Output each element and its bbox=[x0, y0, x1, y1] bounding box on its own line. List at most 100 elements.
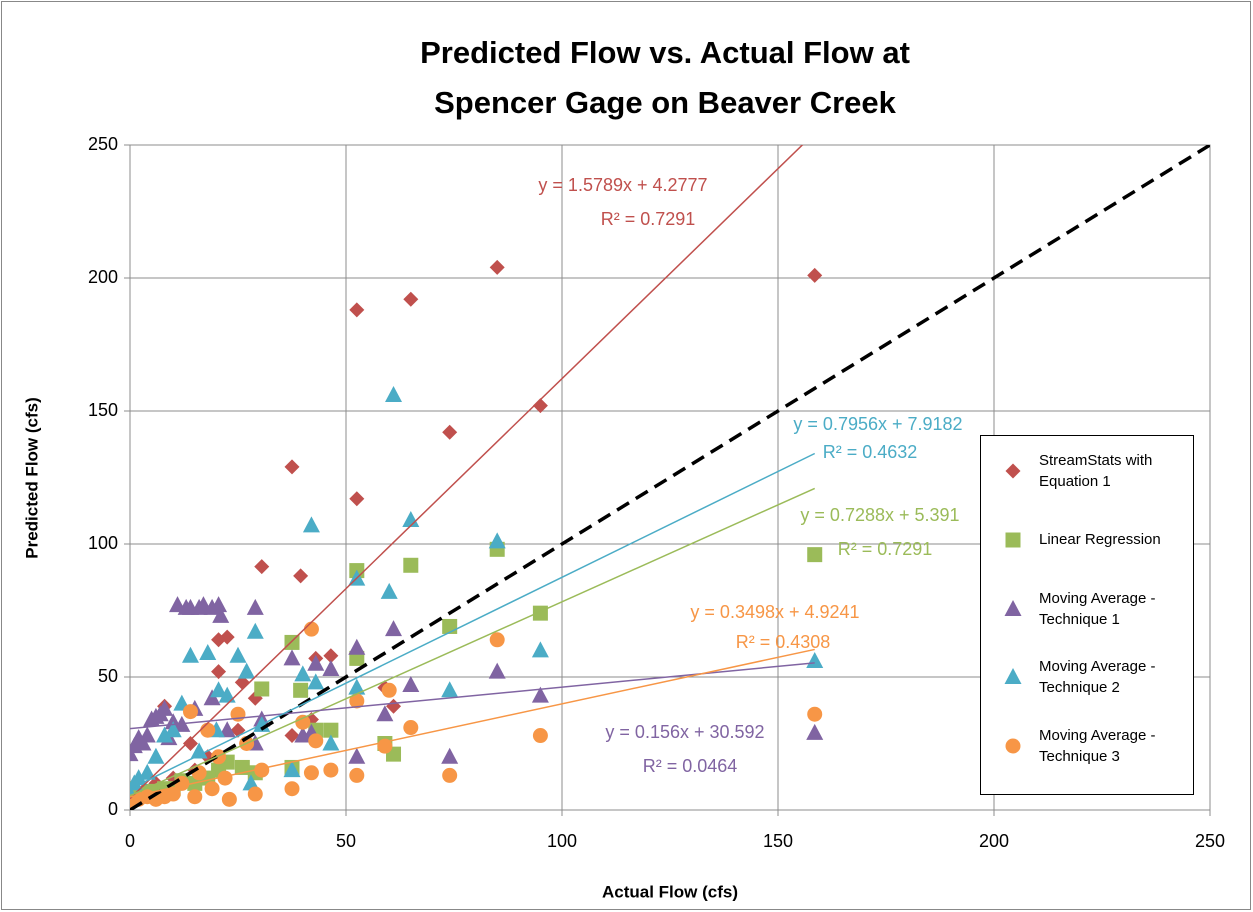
triangle-marker bbox=[402, 511, 420, 528]
legend-marker bbox=[1005, 463, 1021, 479]
triangle-marker bbox=[307, 654, 325, 671]
trendline-r-squared: R² = 0.0464 bbox=[643, 756, 738, 776]
triangle-marker bbox=[531, 686, 549, 703]
circle-marker bbox=[247, 786, 263, 802]
diamond-marker bbox=[532, 398, 548, 414]
circle-marker bbox=[489, 632, 505, 648]
triangle-marker bbox=[294, 665, 312, 682]
trendline-equation: y = 0.7288x + 5.391 bbox=[800, 505, 959, 525]
diamond-marker bbox=[403, 291, 419, 307]
y-tick-label: 0 bbox=[108, 799, 118, 819]
circle-marker bbox=[1005, 738, 1021, 754]
triangle-marker bbox=[348, 638, 366, 655]
trendline-r-squared: R² = 0.7291 bbox=[601, 209, 696, 229]
triangle-marker bbox=[238, 662, 256, 679]
triangle-marker bbox=[130, 737, 143, 754]
circle-marker bbox=[284, 781, 300, 797]
triangle-marker bbox=[307, 673, 325, 690]
circle-marker bbox=[807, 706, 823, 722]
trendline bbox=[130, 145, 804, 800]
trendline bbox=[130, 452, 816, 790]
triangle-marker bbox=[130, 745, 139, 762]
triangle-marker bbox=[488, 662, 506, 679]
circle-marker bbox=[187, 789, 203, 805]
diamond-marker bbox=[489, 259, 505, 275]
diamond-marker bbox=[323, 648, 339, 664]
triangle-marker bbox=[294, 726, 312, 743]
diamond-marker bbox=[807, 267, 823, 283]
triangle-marker bbox=[283, 649, 301, 666]
triangle-marker bbox=[147, 747, 165, 764]
legend-item: StreamStats with Equation 1 bbox=[981, 448, 1193, 494]
triangle-marker bbox=[1004, 599, 1022, 616]
diamond-marker bbox=[284, 459, 300, 475]
square-marker bbox=[284, 634, 300, 650]
triangle-marker bbox=[212, 606, 230, 623]
x-tick-label: 0 bbox=[125, 831, 135, 851]
circle-marker bbox=[349, 767, 365, 783]
trendline bbox=[130, 487, 816, 797]
y-tick-label: 150 bbox=[88, 400, 118, 420]
chart-title: Predicted Flow vs. Actual Flow at Spencer… bbox=[420, 35, 910, 120]
circle-marker bbox=[303, 621, 319, 637]
diamond-marker bbox=[182, 736, 198, 751]
legend-marker bbox=[1005, 738, 1021, 754]
legend-label: StreamStats with Equation 1 bbox=[1039, 452, 1153, 490]
circle-marker bbox=[308, 733, 324, 749]
trendline-equation: y = 0.7956x + 7.9182 bbox=[793, 414, 962, 434]
x-tick-label: 200 bbox=[979, 831, 1009, 851]
y-tick-label: 250 bbox=[88, 134, 118, 154]
triangle-marker bbox=[246, 598, 264, 615]
triangle-marker bbox=[806, 652, 824, 669]
one-to-one-line bbox=[130, 145, 1210, 810]
trendline-r-squared: R² = 0.4308 bbox=[736, 632, 831, 652]
legend-label: Moving Average - Technique 3 bbox=[1039, 727, 1156, 766]
circle-marker bbox=[200, 722, 216, 738]
legend-item: Moving Average - Technique 3 bbox=[981, 723, 1193, 769]
triangle-marker bbox=[322, 734, 340, 751]
triangle-marker bbox=[531, 641, 549, 658]
triangle-marker bbox=[156, 726, 174, 743]
triangle-marker bbox=[229, 646, 247, 663]
triangle-marker bbox=[488, 532, 506, 549]
triangle-marker bbox=[138, 763, 156, 780]
square-marker bbox=[293, 682, 309, 698]
legend-item: Moving Average - Technique 1 bbox=[981, 586, 1193, 632]
triangle-marker bbox=[1004, 668, 1022, 685]
triangle-marker bbox=[246, 622, 264, 639]
circle-marker bbox=[349, 693, 365, 709]
triangle-marker bbox=[402, 675, 420, 692]
triangle-marker bbox=[181, 646, 199, 663]
trendline-r-squared: R² = 0.4632 bbox=[823, 442, 918, 462]
trendline-equation: y = 0.156x + 30.592 bbox=[605, 722, 764, 742]
square-marker bbox=[403, 557, 419, 573]
triangle-marker bbox=[164, 721, 182, 738]
triangle-marker bbox=[376, 705, 394, 722]
legend-label: Linear Regression bbox=[1039, 531, 1161, 549]
diamond-marker bbox=[1005, 463, 1021, 479]
triangle-marker bbox=[130, 774, 143, 791]
triangle-marker bbox=[385, 620, 403, 637]
circle-marker bbox=[182, 704, 198, 720]
triangle-marker bbox=[322, 660, 340, 677]
x-tick-label: 150 bbox=[763, 831, 793, 851]
x-tick-label: 100 bbox=[547, 831, 577, 851]
legend-marker bbox=[1004, 599, 1022, 616]
trendline bbox=[130, 648, 815, 798]
triangle-marker bbox=[380, 582, 398, 599]
trendline-r-squared: R² = 0.7291 bbox=[838, 539, 933, 559]
circle-marker bbox=[381, 682, 397, 698]
triangle-marker bbox=[199, 644, 217, 661]
y-axis-title: Predicted Flow (cfs) bbox=[22, 397, 41, 559]
square-marker bbox=[1005, 532, 1021, 548]
diamond-marker bbox=[349, 302, 365, 318]
triangle-marker bbox=[806, 723, 824, 740]
triangle-marker bbox=[348, 747, 366, 764]
diamond-marker bbox=[254, 559, 270, 575]
x-axis-title: Actual Flow (cfs) bbox=[602, 882, 738, 901]
plot-area bbox=[130, 145, 1210, 810]
triangle-marker bbox=[441, 747, 459, 764]
x-tick-label: 50 bbox=[336, 831, 356, 851]
diamond-marker bbox=[211, 632, 227, 648]
